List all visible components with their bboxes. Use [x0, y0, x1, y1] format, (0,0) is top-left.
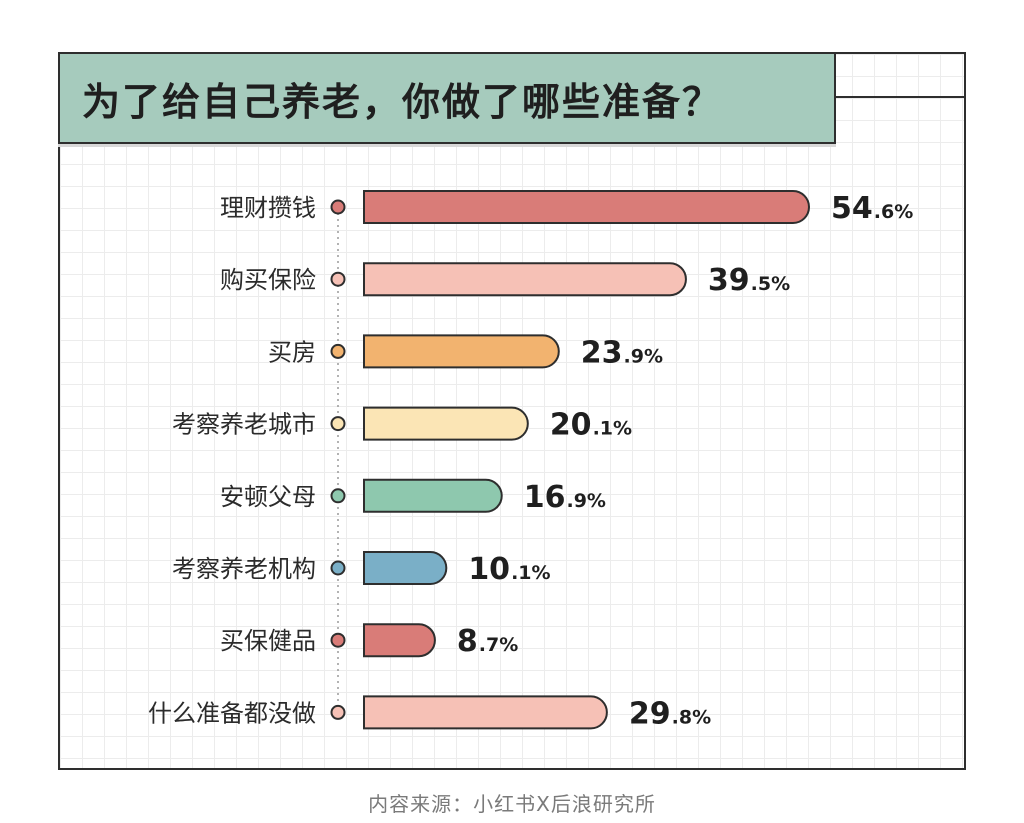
category-label: 安顿父母: [220, 483, 316, 511]
value-label: 20.1%: [550, 408, 632, 443]
category-label: 理财攒钱: [220, 194, 316, 222]
bullet-dot: [330, 343, 346, 359]
bullet-dot: [330, 271, 346, 287]
value-label: 8.7%: [457, 624, 518, 659]
value-label: 23.9%: [581, 335, 663, 370]
category-label: 考察养老城市: [172, 411, 316, 439]
title-banner: 为了给自己养老，你做了哪些准备？: [58, 52, 836, 144]
category-label: 什么准备都没做: [148, 699, 316, 727]
value-label: 10.1%: [468, 552, 550, 587]
bullet-dot: [330, 199, 346, 215]
bullet-dot: [330, 560, 346, 576]
bar: [363, 623, 436, 658]
value-label: 29.8%: [629, 696, 711, 731]
bar: [363, 190, 810, 224]
value-label: 54.6%: [831, 191, 913, 226]
category-label: 买保健品: [220, 627, 316, 655]
bullet-dot: [330, 704, 346, 720]
title-shadow: [58, 144, 836, 147]
title-rule: [836, 96, 966, 98]
bar: [363, 406, 529, 441]
value-label: 16.9%: [524, 480, 606, 515]
bullet-dot: [330, 416, 346, 432]
category-label: 考察养老机构: [172, 555, 316, 583]
chart-title: 为了给自己养老，你做了哪些准备？: [82, 79, 723, 124]
value-label: 39.5%: [708, 263, 790, 298]
bar: [363, 695, 608, 730]
category-label: 买房: [268, 338, 316, 366]
category-label: 购买保险: [220, 266, 316, 294]
bar: [363, 551, 448, 585]
source-note: 内容来源：小红书X后浪研究所: [368, 792, 656, 816]
bar: [363, 262, 687, 297]
bullet-dot: [330, 488, 346, 504]
bar: [363, 478, 503, 513]
bar: [363, 334, 560, 369]
bullet-dot: [330, 632, 346, 648]
